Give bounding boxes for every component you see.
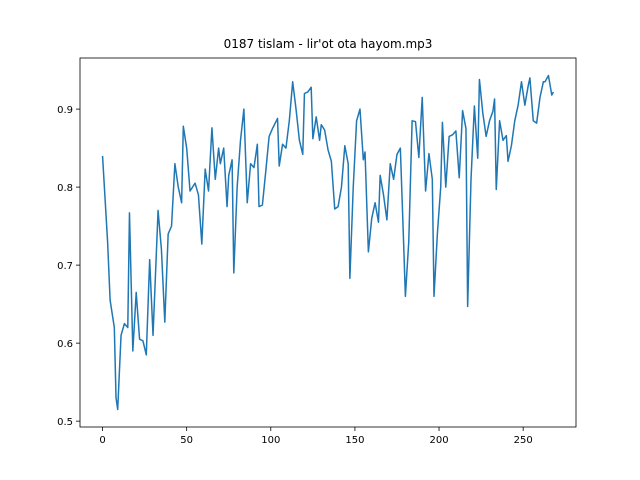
- y-tick-label: 0.8: [57, 183, 73, 194]
- line: [101, 74, 555, 411]
- y-tick-label: 0.9: [57, 105, 73, 116]
- x-tick-label: 150: [345, 435, 364, 446]
- x-tick-label: 0: [99, 435, 105, 446]
- y-tick-label: 0.5: [57, 417, 73, 428]
- y-tick-label: 0.7: [57, 261, 73, 272]
- y-tick-label: 0.6: [57, 339, 73, 350]
- x-tick-label: 200: [429, 435, 448, 446]
- x-tick-label: 250: [514, 435, 533, 446]
- plot-frame: [79, 57, 577, 428]
- chart-title: 0187 tislam - lir'ot ota hayom.mp3: [224, 37, 433, 51]
- x-tick-label: 100: [261, 435, 280, 446]
- x-tick-label: 50: [180, 435, 193, 446]
